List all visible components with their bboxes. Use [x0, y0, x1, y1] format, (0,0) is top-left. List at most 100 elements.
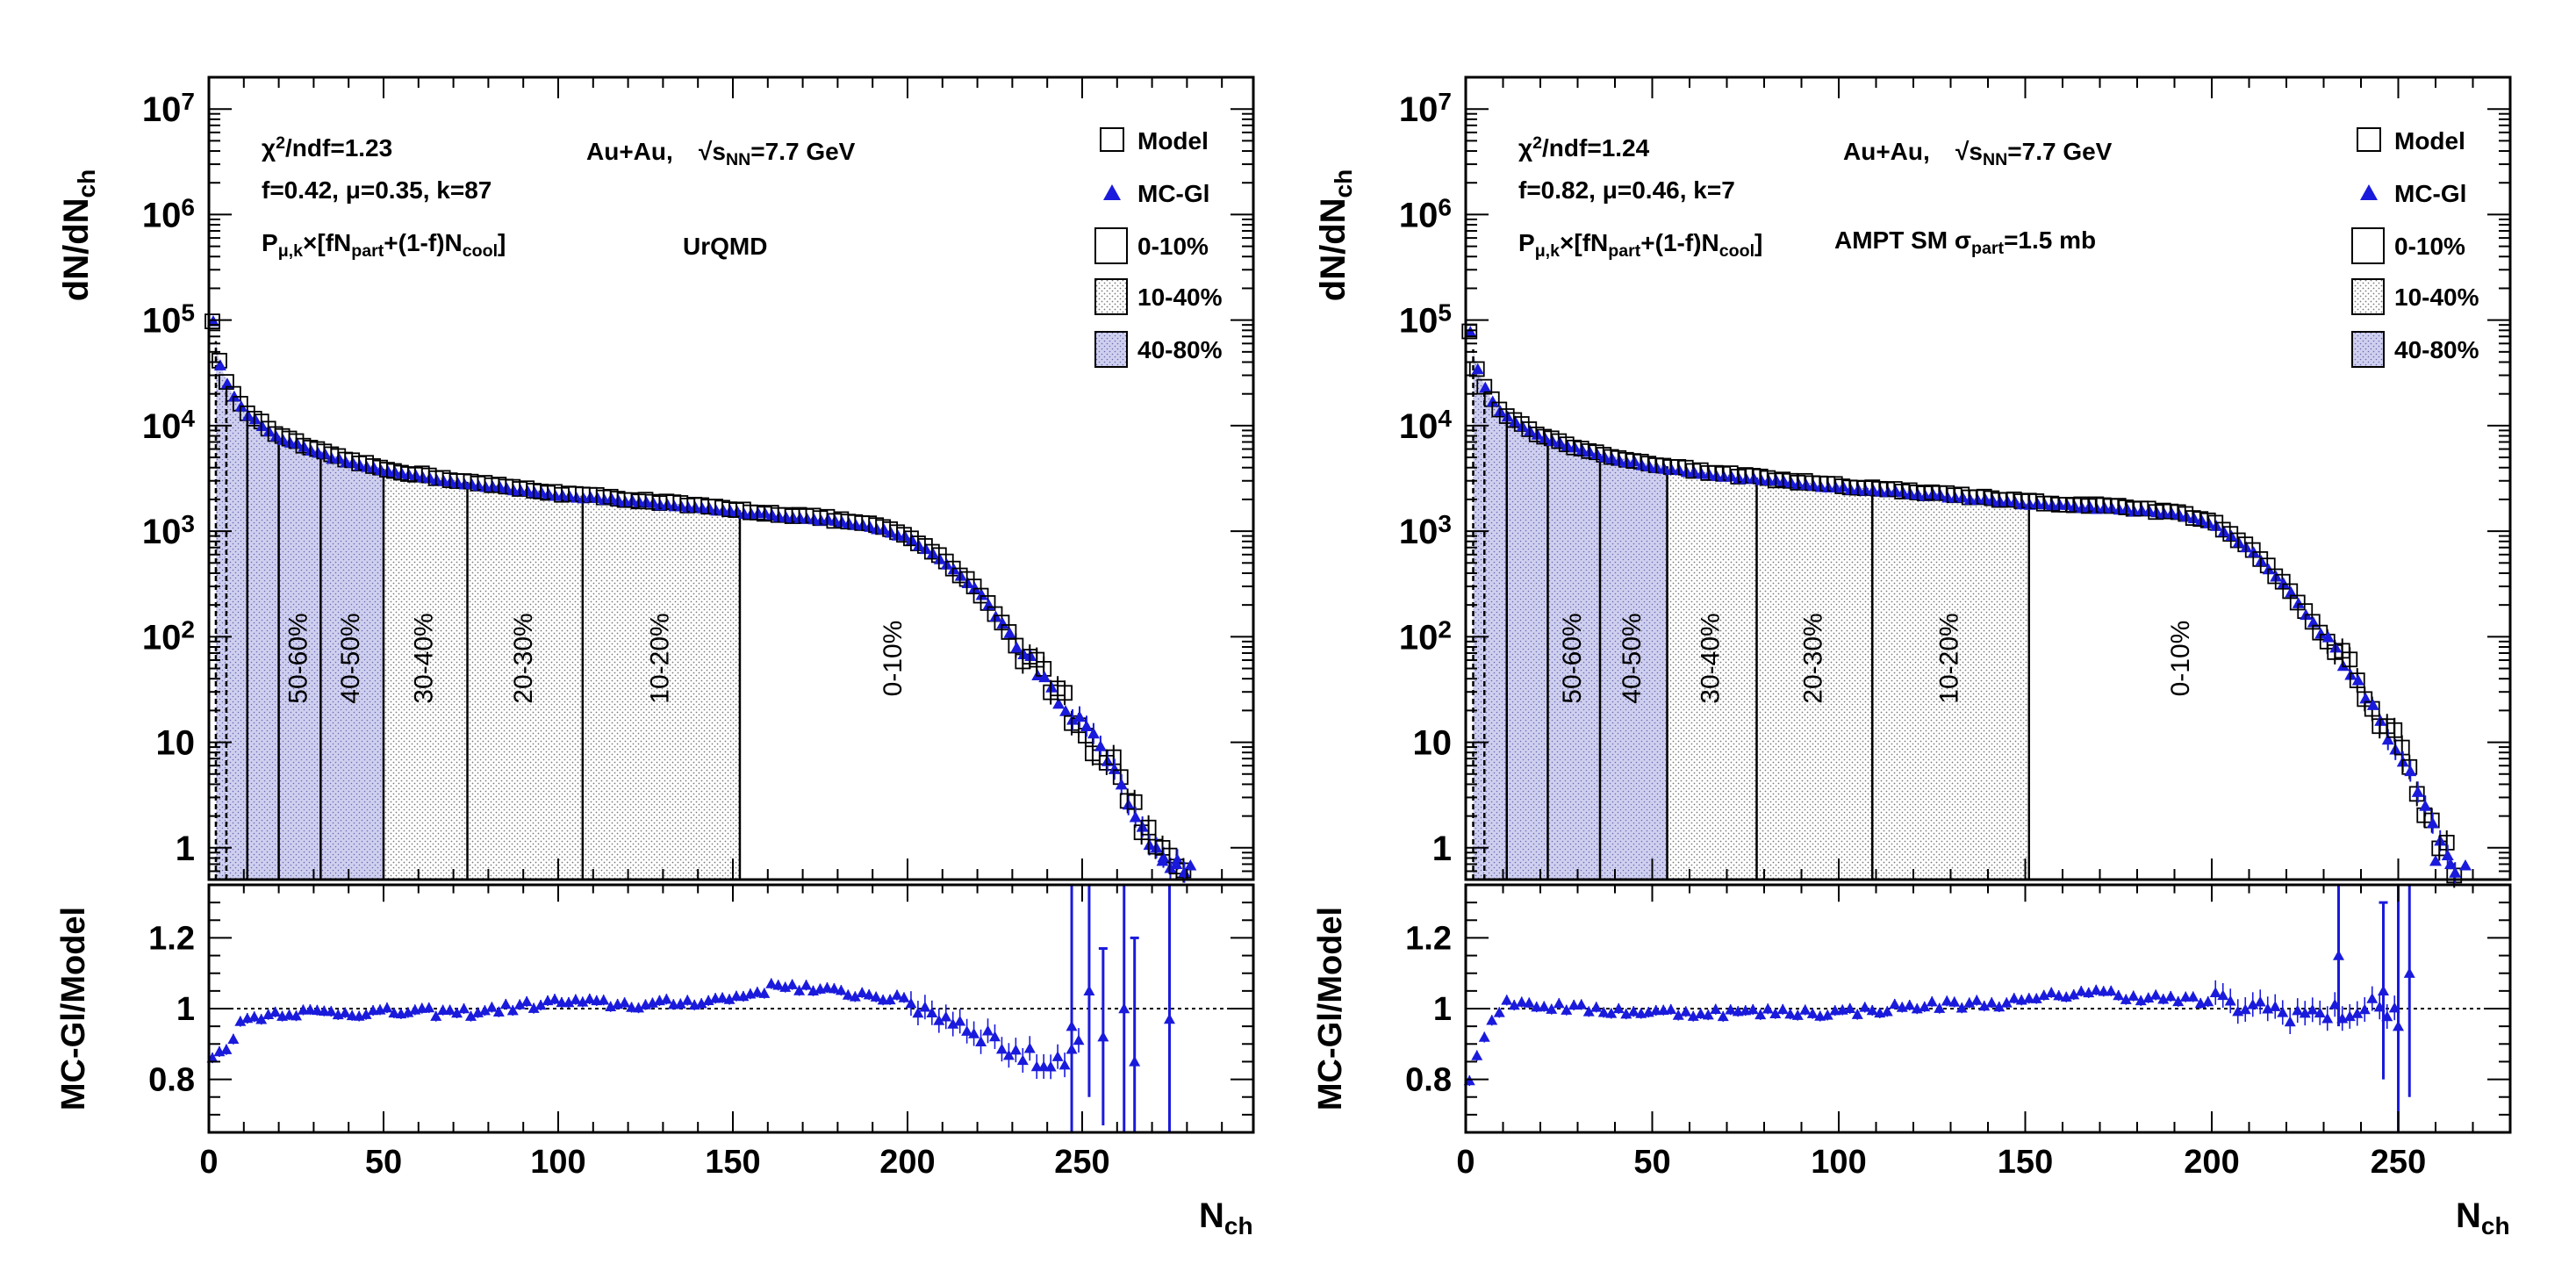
centrality-bin-label: 40-50%: [336, 613, 365, 703]
x-tick-label: 150: [705, 1144, 760, 1181]
mc-point: [220, 377, 233, 389]
mc-point: [1486, 395, 1499, 407]
centrality-bin-label: 40-50%: [1618, 613, 1647, 703]
mc-point: [647, 496, 660, 508]
legend: Model MC-Gl 0-10% 10-40% 40-80%: [2351, 127, 2479, 368]
mc-point: [1017, 648, 1030, 660]
centrality-band-fill: [467, 481, 583, 880]
model-point: [205, 313, 220, 330]
mc-point: [368, 461, 381, 473]
y-axis-title: dN/dNch: [1314, 169, 1357, 301]
legend-mc-marker: [2360, 184, 2378, 200]
system-label: Au+Au,: [1843, 138, 1930, 165]
mc-point: [1031, 669, 1044, 681]
mc-point: [444, 475, 457, 487]
ratio-point: [2393, 1020, 2404, 1031]
mc-point: [521, 485, 535, 497]
mc-point: [2429, 854, 2442, 866]
centrality-bin-label: 30-40%: [410, 613, 439, 703]
mc-point: [2351, 673, 2364, 686]
y-tick-label: 1: [1432, 830, 1452, 868]
mc-point: [409, 469, 422, 481]
mc-point: [2307, 616, 2320, 628]
ratio-point: [1129, 1055, 1141, 1067]
fit-chi2-text: χ2/ndf=1.24: [1518, 133, 1650, 162]
mc-point: [451, 477, 464, 488]
y-tick-label: 107: [142, 89, 195, 130]
centrality-bin-label: 20-30%: [1798, 613, 1827, 703]
mc-point: [829, 514, 842, 526]
ratio-axis-title: MC-Gl/Model: [55, 907, 92, 1110]
centrality-band-fill: [247, 413, 279, 880]
ratio-point: [2403, 967, 2415, 978]
model-label: AMPT SM σpart=1.5 mb: [1834, 226, 2096, 258]
centrality-bin-label: 0-10%: [2166, 621, 2195, 697]
x-tick-label: 200: [2184, 1144, 2239, 1181]
mc-point: [703, 501, 716, 514]
mc-point: [241, 409, 255, 421]
centrality-band-fill: [1473, 348, 1485, 880]
y-axis-title: dN/dNch: [57, 169, 100, 301]
mc-point: [926, 547, 939, 559]
y-tick-label: 103: [1399, 511, 1452, 552]
top-plot-frame: [207, 75, 1255, 881]
y-tick-label: 103: [142, 511, 195, 552]
mc-point: [2277, 577, 2290, 589]
centrality-band-fill: [1872, 488, 2029, 880]
legend-band-swatch: [2351, 331, 2385, 368]
y-tick-label: 10: [1413, 724, 1453, 763]
data-markers: [1461, 323, 2472, 888]
ratio-tick-label: 1.2: [1405, 920, 1452, 957]
mc-point: [1038, 671, 1051, 683]
ratio-point: [1066, 1020, 1078, 1031]
centrality-band-fill: [582, 495, 740, 880]
legend-label: 0-10%: [2394, 233, 2465, 260]
y-tick-label: 102: [142, 616, 195, 657]
left-panel: 50-60% 40-50% 30-40% 20-30% 10-20% 0-10%11010…: [55, 75, 1255, 1239]
centrality-bin-label: 20-30%: [509, 613, 538, 703]
mc-point: [857, 519, 870, 530]
mc-point: [535, 486, 549, 498]
mc-point: [1010, 641, 1023, 653]
mc-point: [765, 508, 779, 521]
y-tick-label: 107: [1399, 89, 1452, 130]
system-label: Au+Au,: [586, 138, 673, 165]
fit-params-text: f=0.42, μ=0.35, k=87: [262, 176, 492, 204]
y-tick-label: 104: [142, 405, 196, 446]
mc-point: [388, 465, 401, 478]
x-tick-label: 250: [1054, 1144, 1109, 1181]
x-tick-label: 150: [1998, 1144, 2053, 1181]
x-tick-label: 100: [530, 1144, 585, 1181]
formula-text: Pμ,k×[fNpart+(1-f)Ncool]: [262, 229, 506, 261]
mc-point: [1024, 650, 1037, 661]
mc-point: [864, 521, 877, 532]
mc-point: [298, 441, 311, 452]
mc-point: [661, 498, 674, 510]
x-tick-label: 50: [365, 1144, 402, 1181]
mc-point: [347, 456, 360, 468]
y-tick-label: 104: [1399, 405, 1453, 446]
y-tick-label: 106: [1399, 194, 1452, 235]
ratio-markers: [1463, 883, 2510, 1132]
ratio-axis-title: MC-Gl/Model: [1312, 907, 1349, 1110]
energy-label: √sNN=7.7 GeV: [699, 138, 856, 169]
mc-point: [982, 599, 995, 610]
ratio-tick-label: 1.2: [148, 920, 195, 957]
mc-point: [591, 492, 604, 503]
centrality-band-fill: [1506, 415, 1548, 880]
mc-point: [843, 517, 856, 528]
centrality-bin-label: 50-60%: [283, 613, 312, 703]
mc-point: [1052, 697, 1066, 709]
legend-band-swatch: [1094, 227, 1128, 264]
legend-label: 40-80%: [2394, 336, 2479, 363]
x-tick-label: 0: [1456, 1144, 1475, 1181]
centrality-bin-label: 0-10%: [879, 621, 908, 697]
mc-point: [333, 452, 346, 463]
y-tick-label: 105: [142, 299, 195, 341]
mc-point: [954, 570, 967, 581]
mc-point: [1045, 681, 1058, 693]
mc-point: [730, 505, 743, 517]
centrality-bin-label: 50-60%: [1558, 613, 1587, 703]
mc-point: [2292, 597, 2305, 608]
mc-point: [822, 513, 835, 525]
